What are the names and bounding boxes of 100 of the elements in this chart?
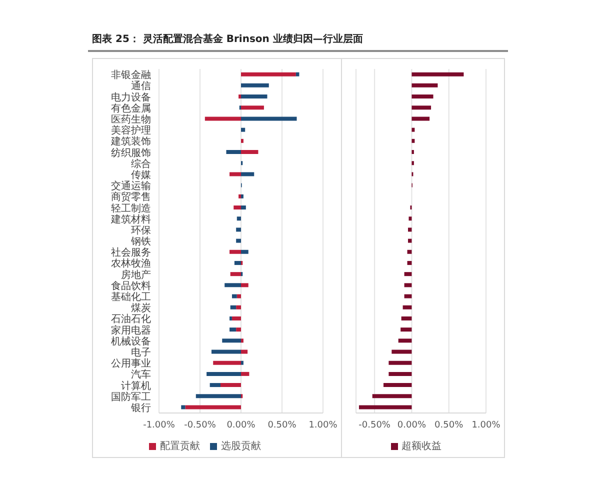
bar [210,383,220,388]
bar [236,328,241,332]
y-tick-label: 电子 [131,346,151,359]
x-tick-label: 0.50% [268,420,297,430]
bar [241,350,248,354]
bar [372,394,412,398]
bar [404,294,412,298]
bar [408,216,412,221]
x-tick-label: 1.00% [472,420,501,430]
x-tick-label: 1.00% [308,420,338,430]
bar [241,72,296,76]
bar [230,305,236,310]
bar [222,338,241,343]
x-tick-label: 0.00% [226,420,256,430]
bar [236,216,241,221]
bar [408,238,412,243]
bar [241,250,248,254]
y-tick-label: 有色金属 [111,102,151,114]
y-tick-label: 传媒 [131,170,151,181]
bar [398,338,412,343]
bar [407,260,412,265]
bar [220,383,241,388]
bar [226,150,241,154]
legend-label: 选股贡献 [221,441,261,452]
bar [400,328,412,332]
y-tick-label: 电力设备 [111,91,151,104]
y-tick-label: 美容护理 [111,124,151,137]
bar [224,283,241,288]
bar [196,394,241,398]
bar [241,283,248,288]
y-tick-label: 非银金融 [111,69,151,82]
x-tick-label: 0.50% [434,420,464,430]
bar [241,128,246,132]
bar [241,172,254,176]
bar [358,405,412,410]
y-tick-label: 国防军工 [111,390,151,403]
chart-title: 图表 25： 灵活配置混合基金 Brinson 业绩归因—行业层面 [92,32,363,46]
y-tick-label: 建筑材料 [110,213,151,226]
y-tick-label: 轻工制造 [111,202,151,214]
y-tick-label: 社会服务 [111,246,151,259]
bar [234,205,241,210]
bar [236,294,241,298]
bar [407,250,412,254]
bar [402,305,412,310]
y-tick-label: 通信 [131,80,151,92]
y-tick-label: 房地产 [121,268,151,281]
x-tick-label: -0.50% [184,420,216,430]
bar [241,83,269,88]
y-tick-label: 纺织服饰 [111,146,151,159]
y-tick-label: 建筑装饰 [110,136,151,148]
legend-label: 超额收益 [402,441,442,452]
bar [236,305,241,310]
y-tick-label: 环保 [131,225,151,236]
y-tick-label: 钢铁 [130,236,151,248]
y-tick-label: 银行 [130,403,151,414]
bar [230,250,241,254]
bar [213,360,241,365]
y-tick-label: 机械设备 [111,335,151,348]
bar [412,138,415,143]
bar [234,260,241,265]
bar [241,94,268,99]
bar [412,72,464,76]
y-tick-label: 计算机 [121,380,151,392]
bar [412,94,434,99]
bar [230,328,236,332]
bar [181,405,186,410]
bar [241,205,246,210]
bar [404,272,412,276]
bar [296,72,300,76]
y-tick-label: 公用事业 [111,358,151,370]
bar [241,372,250,376]
bar [408,228,412,232]
x-tick-label: 0.00% [397,420,426,430]
legend-label: 配置贡献 [160,441,200,452]
bar [204,116,241,121]
y-tick-label: 石油石化 [111,313,151,326]
y-tick-label: 医药生物 [111,113,151,126]
bar [412,106,432,110]
bar [230,172,241,176]
bar [232,316,241,320]
bar [232,294,237,298]
bar [185,405,241,410]
bar [236,238,241,243]
bar [241,106,264,110]
y-tick-label: 食品饮料 [111,280,151,292]
bar [401,316,412,320]
bar [206,372,241,376]
bar [412,116,430,121]
x-tick-label: -0.50% [358,420,391,430]
y-tick-label: 农林牧渔 [111,258,151,270]
bar [211,350,241,354]
bar [404,283,412,288]
y-tick-label: 汽车 [131,368,151,381]
bar [412,128,415,132]
y-tick-label: 商贸零售 [111,191,151,204]
bar [241,150,258,154]
y-tick-label: 煤炭 [131,302,151,314]
bar [388,372,412,376]
bar [388,360,412,365]
y-tick-label: 基础化工 [111,291,151,304]
